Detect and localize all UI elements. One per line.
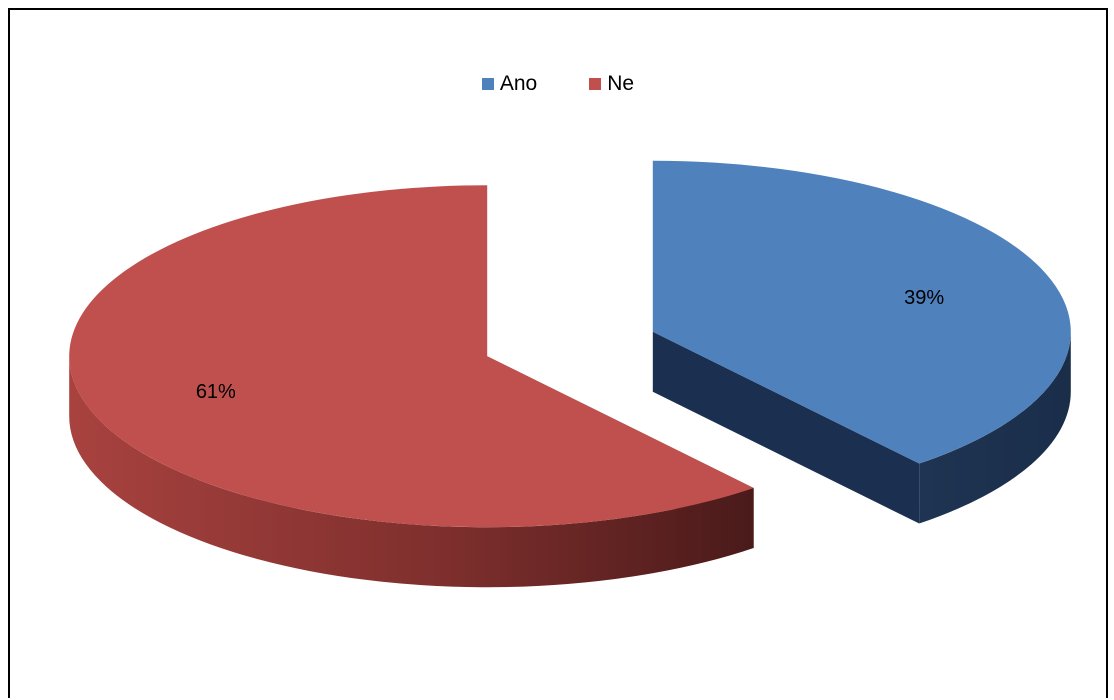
legend-item-ne: Ne — [589, 72, 634, 96]
legend-swatch-ne — [589, 78, 602, 90]
pie-slice-ano — [652, 160, 1071, 524]
pie-slice-ne-side — [69, 356, 754, 588]
legend-label-ano: Ano — [499, 72, 538, 95]
chart-area: Ano Ne 61% 39% — [8, 8, 1108, 698]
data-label-ano: 39% — [904, 287, 944, 309]
pie-slice-ano-top — [652, 160, 1071, 464]
legend: Ano Ne — [10, 72, 1106, 96]
legend-item-ano: Ano — [481, 72, 538, 96]
pie-slice-ne — [69, 185, 754, 588]
legend-swatch-ano — [481, 78, 494, 90]
data-label-ne: 61% — [196, 381, 236, 403]
pie-chart: 61% 39% — [69, 160, 1071, 588]
pie-slice-ne-top — [69, 185, 754, 528]
pie-slice-ano-wall-1 — [652, 331, 920, 524]
pie-slice-ano-side — [919, 331, 1071, 524]
legend-label-ne: Ne — [607, 72, 635, 95]
